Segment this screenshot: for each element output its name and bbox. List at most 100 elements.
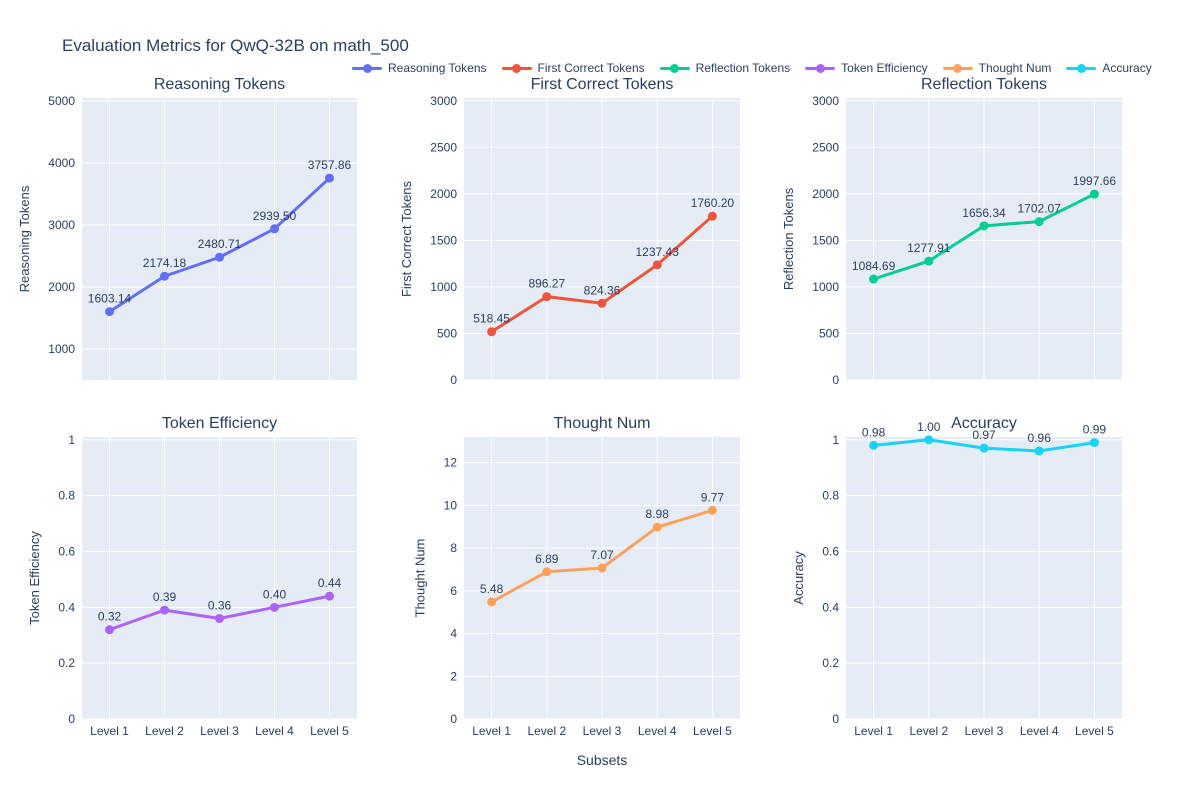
y-tick-label: 1000 xyxy=(48,342,75,356)
subplot-title: First Correct Tokens xyxy=(531,76,674,93)
data-point-label: 1277.91 xyxy=(907,241,951,255)
y-tick-label: 2500 xyxy=(812,140,839,154)
x-tick-label: Level 1 xyxy=(90,724,129,738)
subplot-accuracy: 0 0.2 0.4 0.6 0.8 1 Accuracy Accuracy Level 1 Lev… xyxy=(791,415,1122,738)
y-tick-label: 0.4 xyxy=(58,600,75,614)
data-point-label: 5.48 xyxy=(480,582,504,596)
x-tick-label: Level 5 xyxy=(310,724,349,738)
legend-line-marker-swatch xyxy=(501,63,532,74)
data-point-label: 824.36 xyxy=(584,283,621,297)
data-point-marker[interactable] xyxy=(160,605,169,615)
y-tick-label: 3000 xyxy=(812,94,839,108)
x-tick-label: Level 5 xyxy=(1075,724,1114,738)
data-point-label: 1997.66 xyxy=(1073,174,1117,188)
y-tick-label: 0.8 xyxy=(58,489,75,503)
data-point-label: 6.89 xyxy=(535,552,559,566)
data-point-label: 0.44 xyxy=(318,576,342,590)
data-point-marker[interactable] xyxy=(869,274,879,284)
data-point-marker[interactable] xyxy=(1089,189,1099,199)
y-axis-title: Thought Num xyxy=(412,539,427,618)
data-point-marker[interactable] xyxy=(487,597,497,607)
y-tick-label: 0.8 xyxy=(822,489,839,503)
data-point-marker[interactable] xyxy=(597,563,607,573)
legend-item-reasoning-tokens[interactable]: Reasoning Tokens xyxy=(352,61,487,75)
subplot-title: Accuracy xyxy=(951,415,1017,432)
legend-item-label: Token Efficiency xyxy=(841,61,928,75)
legend-item-label: Thought Num xyxy=(978,61,1052,75)
data-point-marker[interactable] xyxy=(869,440,879,450)
data-point-marker[interactable] xyxy=(597,298,607,308)
y-tick-label: 2000 xyxy=(48,280,75,294)
subplot-thought-num: 0 2 4 6 8 10 12 Thought Num Thought Num Level 1 Le… xyxy=(412,415,740,738)
data-point-marker[interactable] xyxy=(487,327,497,337)
subplot-reasoning-tokens: 1000 2000 3000 4000 5000 Reasoning Tokens Reas… xyxy=(17,76,357,380)
legend-line-marker-swatch xyxy=(352,63,382,74)
data-point-label: 8.98 xyxy=(646,507,670,521)
data-point-marker[interactable] xyxy=(707,211,717,221)
legend-item-label: Accuracy xyxy=(1102,61,1152,75)
subplot-reflection-tokens: 0 500 1000 1500 2000 2500 3000 Reflection Token… xyxy=(781,76,1122,387)
data-point-marker[interactable] xyxy=(105,307,114,317)
y-axis-title: Reasoning Tokens xyxy=(17,185,32,292)
y-tick-label: 0.4 xyxy=(822,600,839,614)
y-tick-label: 4000 xyxy=(48,156,75,170)
data-point-marker[interactable] xyxy=(325,591,334,601)
data-point-marker[interactable] xyxy=(542,292,552,302)
data-point-marker[interactable] xyxy=(979,443,989,453)
x-axis-title: Subsets xyxy=(576,752,628,768)
y-tick-label: 500 xyxy=(437,326,457,340)
data-point-marker[interactable] xyxy=(325,173,334,183)
y-tick-label: 1000 xyxy=(430,280,457,294)
data-point-marker[interactable] xyxy=(105,625,114,635)
data-point-marker[interactable] xyxy=(707,505,717,515)
y-tick-label: 0.6 xyxy=(58,544,75,558)
x-tick-label: Level 2 xyxy=(145,724,184,738)
legend-item-label: Reasoning Tokens xyxy=(388,61,487,75)
y-tick-label: 2 xyxy=(450,669,457,683)
y-tick-label: 2500 xyxy=(430,140,457,154)
data-point-marker[interactable] xyxy=(215,613,224,623)
legend-line-marker-swatch xyxy=(805,63,836,74)
data-point-label: 0.32 xyxy=(98,610,122,624)
x-tick-label: Level 4 xyxy=(255,724,294,738)
data-point-marker[interactable] xyxy=(1089,438,1099,448)
data-point-marker[interactable] xyxy=(215,252,224,262)
data-point-marker[interactable] xyxy=(979,221,989,231)
data-point-marker[interactable] xyxy=(1034,446,1044,456)
y-tick-label: 4 xyxy=(450,627,457,641)
legend-item-first-correct-tokens[interactable]: First Correct Tokens xyxy=(501,61,645,75)
y-tick-label: 1500 xyxy=(812,233,839,247)
data-point-marker[interactable] xyxy=(924,435,934,445)
legend-item-token-efficiency[interactable]: Token Efficiency xyxy=(805,61,928,75)
data-point-marker[interactable] xyxy=(542,567,552,577)
y-tick-label: 0 xyxy=(68,712,75,726)
data-point-label: 0.39 xyxy=(153,590,177,604)
legend: Reasoning Tokens First Correct Tokens Refl… xyxy=(352,60,1152,76)
subplot-title: Token Efficiency xyxy=(162,415,277,432)
data-point-label: 0.40 xyxy=(263,587,287,601)
legend-line-marker-swatch xyxy=(942,63,973,74)
legend-item-accuracy[interactable]: Accuracy xyxy=(1066,61,1152,75)
y-tick-label: 1500 xyxy=(430,233,457,247)
data-point-marker[interactable] xyxy=(652,260,662,270)
legend-line-marker-swatch xyxy=(659,63,690,74)
data-point-marker[interactable] xyxy=(1034,217,1044,227)
y-tick-label: 0 xyxy=(450,712,457,726)
y-tick-label: 0.6 xyxy=(822,544,839,558)
subplot-title: Thought Num xyxy=(554,415,651,432)
data-point-marker[interactable] xyxy=(270,224,279,234)
x-tick-label: Level 2 xyxy=(527,724,566,738)
data-point-label: 0.99 xyxy=(1083,423,1107,437)
legend-item-reflection-tokens[interactable]: Reflection Tokens xyxy=(659,61,790,75)
legend-item-label: First Correct Tokens xyxy=(537,61,645,75)
data-point-marker[interactable] xyxy=(270,602,279,612)
subplot-token-efficiency: 0 0.2 0.4 0.6 0.8 1 Token Efficiency Token Effi… xyxy=(27,415,357,738)
data-point-marker[interactable] xyxy=(924,256,934,266)
y-tick-label: 0.2 xyxy=(58,656,75,670)
data-point-marker[interactable] xyxy=(652,522,662,532)
data-point-marker[interactable] xyxy=(160,271,169,281)
y-tick-label: 3000 xyxy=(430,94,457,108)
legend-item-thought-num[interactable]: Thought Num xyxy=(942,61,1052,75)
y-axis-title: Accuracy xyxy=(791,551,806,605)
